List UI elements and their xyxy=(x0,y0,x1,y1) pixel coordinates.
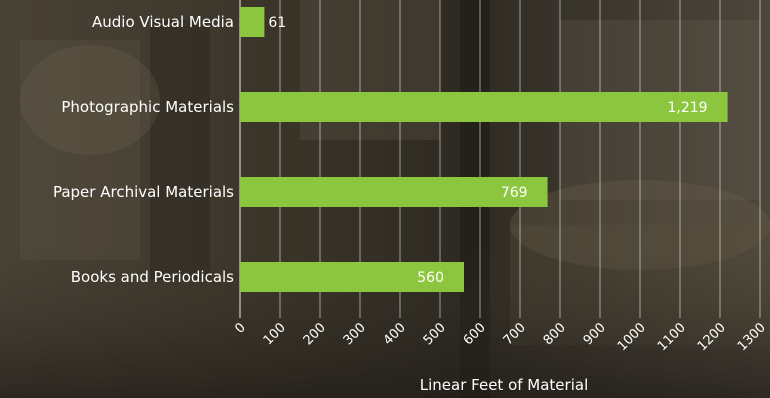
x-tick-labels: 0 100 200 300 400 500 600 700 800 900 1000 1100 1200… xyxy=(232,320,768,354)
x-tick-label: 500 xyxy=(421,320,449,348)
category-labels: Audio Visual Media Photographic Materials… xyxy=(53,13,234,286)
bar xyxy=(240,92,728,122)
category-label: Paper Archival Materials xyxy=(53,183,234,201)
x-tick-label: 600 xyxy=(461,320,489,348)
x-tick-label: 400 xyxy=(381,320,409,348)
x-tick-label: 800 xyxy=(541,320,569,348)
x-tick-label: 300 xyxy=(341,320,369,348)
category-label: Photographic Materials xyxy=(61,98,234,116)
x-tick-label: 1300 xyxy=(735,320,769,354)
value-labels: 61 1,219 769 560 xyxy=(268,15,707,286)
value-label: 769 xyxy=(501,185,528,201)
x-tick-label: 1000 xyxy=(615,320,649,354)
x-tick-label: 0 xyxy=(232,320,248,336)
x-axis-title: Linear Feet of Material xyxy=(420,376,588,394)
x-tick-label: 200 xyxy=(301,320,329,348)
x-tick-label: 1200 xyxy=(695,320,729,354)
x-tick-label: 700 xyxy=(501,320,529,348)
value-label: 61 xyxy=(268,15,286,31)
category-label: Audio Visual Media xyxy=(92,13,234,31)
bar xyxy=(240,177,548,207)
bar xyxy=(240,262,464,292)
bar xyxy=(240,7,265,37)
x-tick-label: 900 xyxy=(581,320,609,348)
value-label: 560 xyxy=(417,270,444,286)
value-label: 1,219 xyxy=(668,100,708,116)
category-label: Books and Periodicals xyxy=(71,268,234,286)
x-tick-label: 1100 xyxy=(655,320,689,354)
x-tick-label: 100 xyxy=(261,320,289,348)
bars xyxy=(240,7,728,292)
